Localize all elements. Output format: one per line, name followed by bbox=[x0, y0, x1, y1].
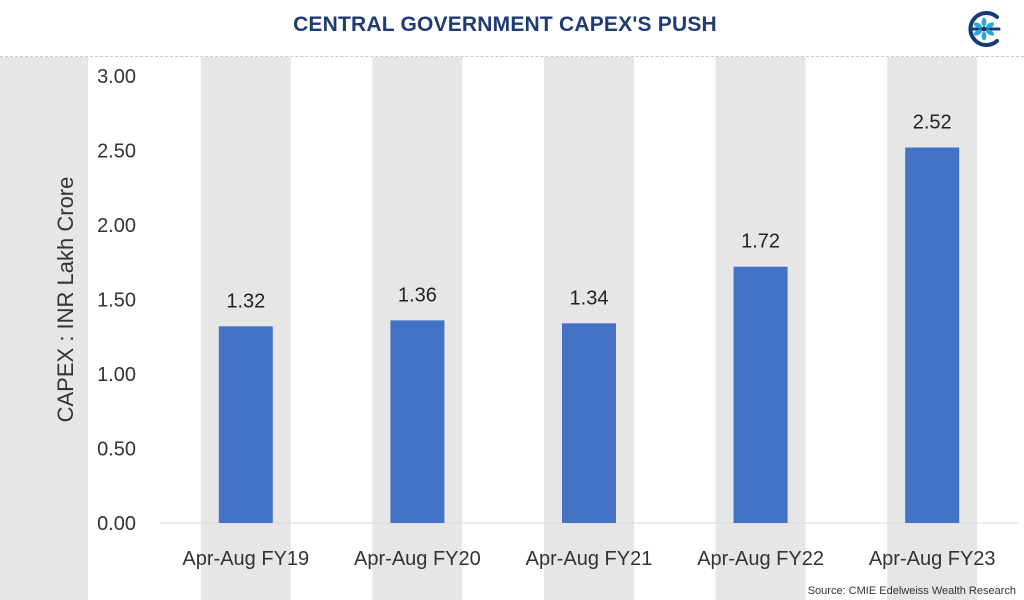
source-note: Source: CMIE Edelweiss Wealth Research bbox=[807, 585, 1016, 597]
x-tick-label: Apr-Aug FY19 bbox=[182, 548, 309, 570]
background-bands bbox=[0, 57, 978, 600]
data-label: 2.52 bbox=[913, 112, 952, 134]
x-tick-label: Apr-Aug FY21 bbox=[526, 548, 653, 570]
y-tick-label: 0.50 bbox=[97, 439, 136, 461]
data-labels: 1.32 1.36 1.34 1.72 2.52 bbox=[226, 112, 951, 313]
x-tick-label: Apr-Aug FY20 bbox=[354, 548, 481, 570]
y-axis-label: CAPEX : INR Lakh Crore bbox=[53, 177, 78, 423]
y-axis-ticks: 0.00 0.50 1.00 1.50 2.00 2.50 3.00 bbox=[97, 66, 136, 535]
x-tick-label: Apr-Aug FY23 bbox=[869, 548, 996, 570]
x-axis-ticks: Apr-Aug FY19 Apr-Aug FY20 Apr-Aug FY21 Apr-… bbox=[182, 548, 995, 570]
bar bbox=[905, 147, 960, 523]
y-tick-label: 1.50 bbox=[97, 290, 136, 312]
bar bbox=[218, 326, 273, 523]
header-divider bbox=[0, 56, 1024, 57]
y-tick-label: 0.00 bbox=[97, 513, 136, 535]
bar bbox=[733, 266, 788, 523]
data-label: 1.36 bbox=[398, 284, 437, 306]
data-label: 1.72 bbox=[741, 231, 780, 253]
y-tick-label: 2.00 bbox=[97, 215, 136, 237]
bar bbox=[562, 323, 616, 523]
chart-title: CENTRAL GOVERNMENT CAPEX'S PUSH bbox=[293, 13, 717, 36]
y-tick-label: 2.50 bbox=[97, 141, 136, 163]
background-band bbox=[0, 57, 88, 600]
chart-header: CENTRAL GOVERNMENT CAPEX'S PUSH bbox=[0, 0, 1024, 56]
x-tick-label: Apr-Aug FY22 bbox=[697, 548, 824, 570]
data-label: 1.34 bbox=[570, 287, 609, 309]
y-tick-label: 1.00 bbox=[97, 364, 136, 386]
y-tick-label: 3.00 bbox=[97, 66, 136, 88]
edelweiss-logo-icon bbox=[968, 11, 1001, 47]
bars bbox=[218, 147, 960, 523]
bar bbox=[390, 320, 445, 523]
data-label: 1.32 bbox=[226, 290, 265, 312]
bar-chart: 0.000.501.001.502.002.503.00 1.32 1.36 1.3… bbox=[0, 57, 1018, 600]
